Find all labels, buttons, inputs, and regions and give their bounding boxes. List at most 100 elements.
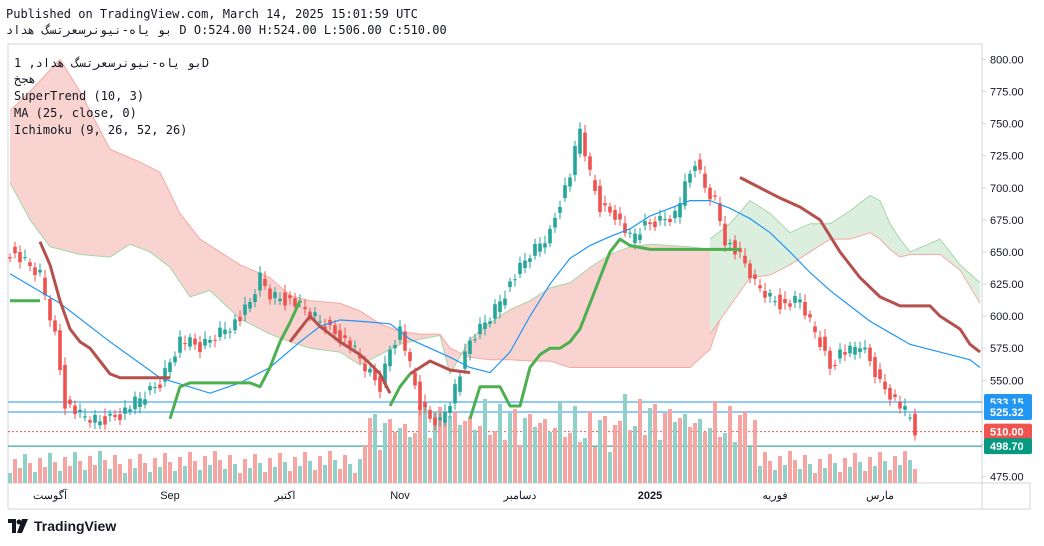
volume-bar: [583, 438, 587, 483]
candle-body: [73, 405, 77, 415]
volume-bar: [478, 426, 482, 483]
volume-bar: [823, 468, 827, 483]
y-tick-label: 775.00: [990, 86, 1024, 98]
candle-body: [463, 351, 467, 369]
candle-body: [873, 357, 877, 378]
candle-body: [208, 339, 212, 343]
legend-ma[interactable]: MA (25, close, 0): [14, 106, 137, 120]
volume-bar: [168, 462, 172, 483]
volume-bar: [283, 462, 287, 483]
candle-body: [323, 326, 327, 331]
candle-body: [503, 298, 507, 306]
volume-bar: [653, 404, 657, 483]
volume-bar: [578, 442, 582, 483]
x-tick-label: آگوست: [33, 489, 68, 502]
volume-bar: [403, 424, 407, 483]
volume-bar: [573, 406, 577, 483]
volume-bar: [418, 406, 422, 483]
volume-bar: [858, 462, 862, 483]
candle-body: [403, 331, 407, 351]
candle-body: [178, 336, 182, 353]
price-label-box: [984, 403, 1032, 420]
volume-bar: [498, 404, 502, 483]
x-tick-label: 2025: [638, 490, 662, 502]
volume-bar: [528, 414, 532, 483]
volume-bar: [698, 419, 702, 483]
volume-bar: [738, 415, 742, 483]
volume-bar: [758, 466, 762, 483]
candle-body: [743, 255, 747, 264]
candle-body: [88, 420, 92, 423]
y-tick-label: 550.00: [990, 375, 1024, 387]
candle-body: [498, 301, 502, 312]
volume-bar: [493, 431, 497, 483]
volume-bar: [723, 433, 727, 483]
volume-bar: [448, 416, 452, 483]
volume-bar: [253, 454, 257, 483]
candle-body: [108, 413, 112, 416]
candle-body: [558, 207, 562, 213]
candle-body: [768, 293, 772, 297]
candle-body: [243, 304, 247, 315]
volume-bar: [98, 451, 102, 483]
price-label-box: [984, 423, 1032, 440]
candle-body: [608, 206, 612, 213]
candle-body: [193, 338, 197, 345]
volume-bar: [63, 457, 67, 483]
volume-bar: [273, 467, 277, 483]
volume-bar: [453, 412, 457, 483]
candle-body: [83, 416, 87, 418]
volume-bar: [58, 471, 62, 483]
volume-bar: [338, 469, 342, 483]
candle-body: [183, 343, 187, 345]
candle-body: [863, 347, 867, 350]
candle-body: [283, 292, 287, 306]
volume-bar: [38, 458, 42, 483]
candle-body: [188, 337, 192, 347]
volume-bar: [648, 408, 652, 483]
volume-bar: [428, 438, 432, 483]
volume-bar: [318, 456, 322, 483]
legend-supertrend[interactable]: SuperTrend (10, 3): [14, 89, 145, 103]
volume-bar: [243, 459, 247, 483]
candle-body: [838, 349, 842, 359]
candle-body: [773, 301, 777, 303]
volume-bar: [468, 417, 472, 483]
candle-body: [593, 180, 597, 191]
candle-body: [418, 381, 422, 410]
candle-body: [713, 195, 717, 197]
volume-bar: [458, 425, 462, 483]
volume-bar: [818, 459, 822, 483]
volume-bar: [398, 428, 402, 483]
ichimoku-cloud-bearish-edge-b: [9, 182, 731, 376]
price-label-box: [984, 438, 1032, 455]
volume-bar: [483, 399, 487, 483]
y-tick-label: 625.00: [990, 279, 1024, 291]
volume-bar: [828, 454, 832, 483]
legend-ichimoku[interactable]: Ichimoku (9, 26, 52, 26): [14, 123, 188, 137]
volume-bar: [838, 472, 842, 483]
candle-body: [548, 228, 552, 244]
volume-bar: [183, 466, 187, 483]
volume-bar: [343, 455, 347, 483]
volume-bar: [903, 451, 907, 483]
candle-body: [93, 414, 97, 423]
candle-body: [423, 402, 427, 408]
volume-bar: [798, 469, 802, 483]
volume-bar: [808, 464, 812, 483]
candle-body: [613, 210, 617, 220]
candle-body: [148, 386, 152, 391]
tradingview-logo[interactable]: TradingView: [8, 518, 116, 534]
volume-bar: [728, 406, 732, 483]
candle-body: [138, 398, 142, 407]
candle-body: [428, 409, 432, 419]
candle-body: [858, 348, 862, 353]
volume-bar: [788, 451, 792, 483]
volume-bar: [748, 447, 752, 483]
volume-bar: [843, 458, 847, 483]
candle-body: [528, 258, 532, 262]
volume-bar: [388, 419, 392, 483]
volume-bar: [588, 411, 592, 483]
x-tick-label: اکتبر: [273, 490, 295, 502]
